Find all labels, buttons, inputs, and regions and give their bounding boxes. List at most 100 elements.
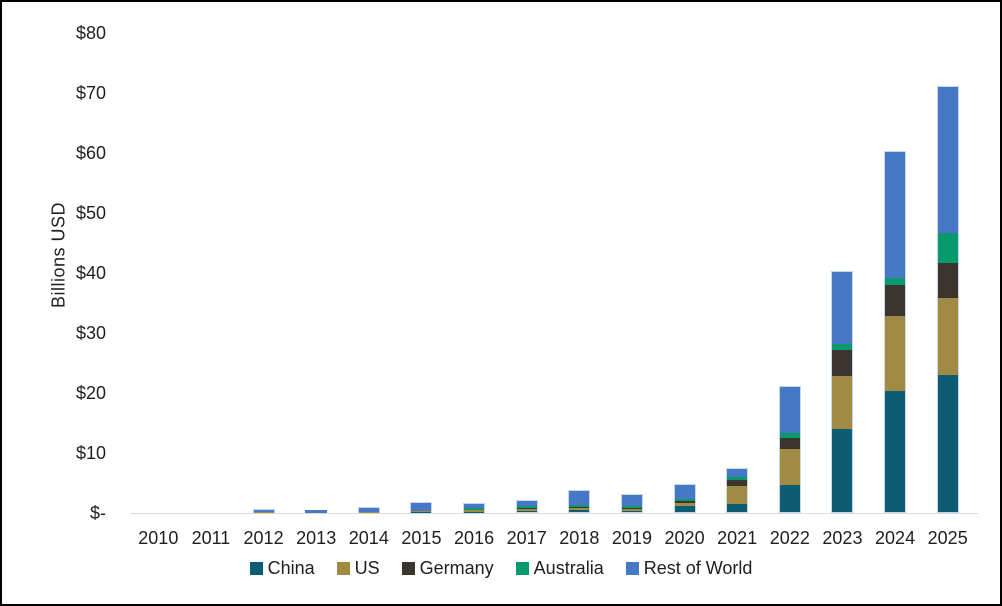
bar-2018	[568, 490, 591, 513]
bar-segment-china-2020	[674, 505, 695, 512]
bar-segment-germany-2020	[674, 500, 695, 503]
y-tick-label: $60	[75, 143, 106, 163]
x-tick-label-2011: 2011	[191, 528, 231, 548]
bar-segment-china-2021	[727, 503, 748, 512]
bar-segment-rest-of-world-2014	[358, 508, 379, 512]
bar-segment-china-2019	[621, 510, 642, 512]
legend-swatch-us	[336, 562, 350, 575]
x-tick-label-2016: 2016	[454, 528, 495, 548]
bar-segment-australia-2024	[885, 277, 906, 285]
bar-segment-rest-of-world-2025	[937, 87, 958, 233]
bar-segment-us-2023	[832, 375, 853, 430]
bar-segment-us-2025	[937, 298, 958, 375]
y-tick-label: $20	[75, 383, 106, 403]
legend: China US Germany Australia Rest of World	[2, 558, 1000, 579]
legend-swatch-germany	[401, 562, 415, 575]
bar-segment-us-2017	[516, 509, 537, 512]
bar-segment-rest-of-world-2020	[674, 485, 695, 500]
bar-segment-us-2015	[411, 510, 432, 512]
bar-segment-germany-2018	[569, 507, 590, 509]
x-tick-label-2019: 2019	[611, 528, 652, 548]
bar-2024	[884, 151, 907, 513]
bar-segment-rest-of-world-2021	[727, 469, 748, 478]
bar-segment-rest-of-world-2018	[569, 491, 590, 506]
bar-segment-germany-2021	[727, 480, 748, 486]
x-tick-label-2018: 2018	[559, 528, 600, 548]
bar-2023	[831, 271, 854, 513]
legend-item-australia: Australia	[515, 558, 604, 579]
y-tick-label: $40	[75, 263, 106, 283]
bar-segment-rest-of-world-2023	[832, 272, 853, 344]
x-tick-label-2014: 2014	[348, 528, 389, 548]
bar-2014	[357, 507, 380, 513]
x-tick-label-2022: 2022	[769, 528, 810, 548]
bar-segment-china-2018	[569, 510, 590, 512]
legend-item-china: China	[249, 558, 315, 579]
bar-segment-rest-of-world-2024	[885, 152, 906, 278]
bar-2022	[778, 386, 801, 513]
bar-2019	[620, 493, 643, 513]
bar-segment-germany-2024	[885, 284, 906, 316]
bar-segment-us-2019	[621, 509, 642, 511]
bar-segment-us-2022	[779, 448, 800, 486]
legend-item-germany: Germany	[401, 558, 494, 579]
bar-segment-rest-of-world-2013	[305, 510, 328, 513]
legend-label-us: US	[354, 558, 380, 578]
x-tick-label-2012: 2012	[243, 528, 284, 548]
bar-segment-us-2024	[885, 315, 906, 391]
bar-segment-us-2021	[727, 485, 748, 504]
bar-segment-australia-2023	[832, 343, 853, 351]
x-tick-label-2017: 2017	[506, 528, 547, 548]
bar-segment-australia-2017	[516, 506, 537, 509]
bar-2016	[463, 503, 486, 513]
bar-2015	[410, 501, 433, 513]
x-tick-label-2025: 2025	[927, 528, 968, 548]
bar-segment-rest-of-world-2016	[464, 504, 485, 509]
bar-segment-germany-2017	[516, 508, 537, 510]
bar-segment-us-2016	[464, 510, 485, 512]
bar-2021	[726, 468, 749, 513]
bar-2025	[936, 86, 959, 513]
bar-segment-germany-2019	[621, 508, 642, 510]
bar-segment-rest-of-world-2015	[411, 502, 432, 511]
bar-segment-china-2023	[832, 429, 853, 512]
legend-label-australia: Australia	[533, 558, 604, 578]
bar-segment-australia-2021	[727, 477, 748, 481]
x-tick-label-2023: 2023	[822, 528, 863, 548]
bar-segment-us-2018	[569, 508, 590, 511]
bar-segment-rest-of-world-2022	[779, 387, 800, 434]
bar-segment-australia-2016	[464, 508, 485, 510]
bar-2012	[252, 509, 275, 513]
legend-swatch-rest-of-world	[625, 562, 639, 575]
x-tick-label-2020: 2020	[664, 528, 705, 548]
y-tick-label: $50	[75, 203, 106, 223]
x-tick-label-2015: 2015	[401, 528, 442, 548]
bar-segment-germany-2022	[779, 437, 800, 449]
legend-label-rest-of-world: Rest of World	[643, 558, 753, 578]
bar-segment-us-2020	[674, 502, 695, 506]
bar-segment-rest-of-world-2017	[516, 500, 537, 507]
legend-swatch-australia	[515, 562, 529, 575]
legend-item-us: US	[336, 558, 380, 579]
bar-segment-rest-of-world-2019	[621, 494, 642, 507]
bar-segment-australia-2018	[569, 505, 590, 508]
bar-segment-australia-2019	[621, 506, 642, 509]
legend-swatch-china	[249, 562, 263, 575]
y-tick-label: $10	[75, 443, 106, 463]
x-tick-label-2013: 2013	[296, 528, 337, 548]
bar-segment-china-2022	[779, 485, 800, 512]
bar-segment-rest-of-world-2012	[253, 510, 274, 512]
y-tick-label: $70	[75, 83, 106, 103]
y-tick-label: $30	[75, 323, 106, 343]
bar-2017	[515, 499, 538, 513]
bar-segment-australia-2022	[779, 433, 800, 438]
bar-segment-germany-2023	[832, 350, 853, 376]
x-axis-line	[130, 513, 978, 514]
bar-segment-germany-2025	[937, 262, 958, 299]
legend-label-germany: Germany	[419, 558, 494, 578]
x-tick-label-2021: 2021	[717, 528, 758, 548]
plot-area	[132, 33, 974, 513]
y-tick-label: $-	[89, 503, 106, 523]
x-tick-label-2010: 2010	[138, 528, 179, 548]
